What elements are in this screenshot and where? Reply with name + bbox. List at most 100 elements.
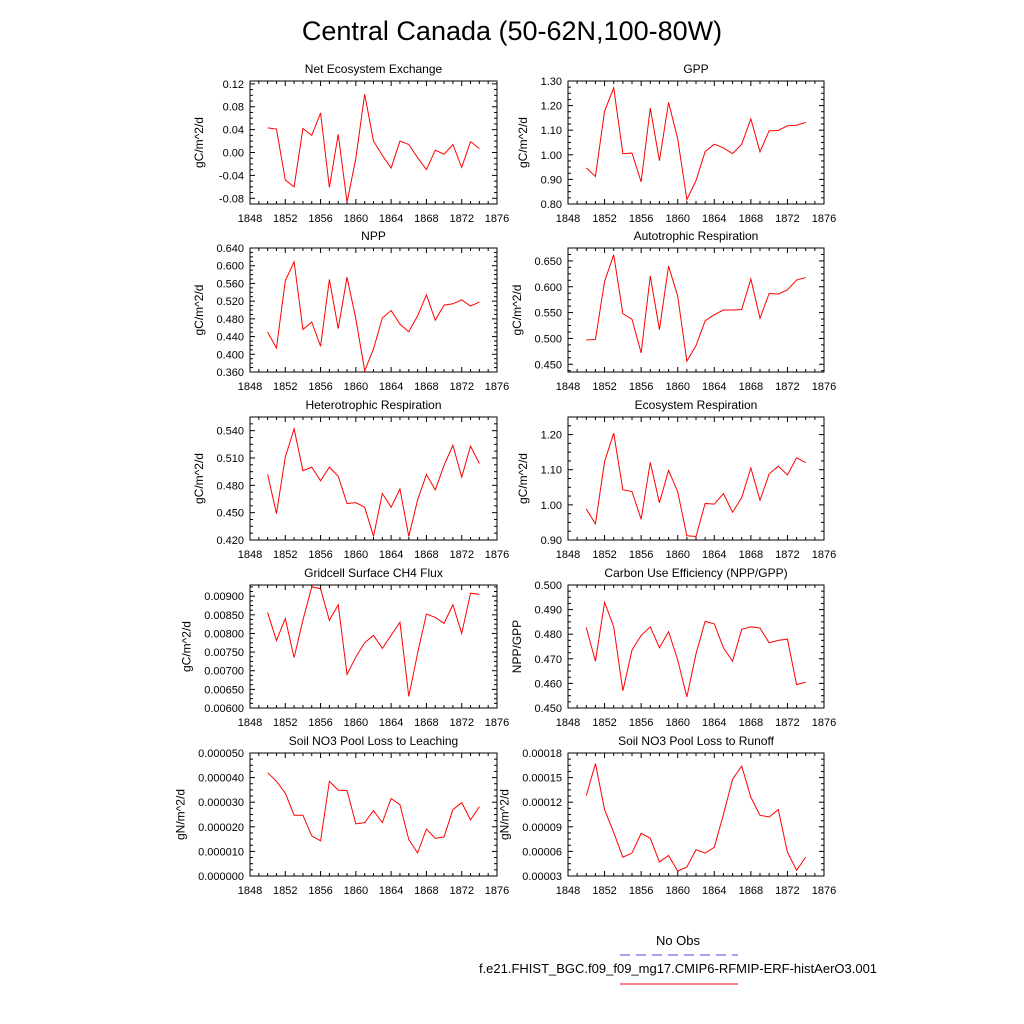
chart-npp-ytick-label: 0.360 [216, 367, 244, 379]
chart-soil-no3-pool-loss-to-runoff-ytick-label: 0.00015 [522, 773, 562, 785]
chart-net-ecosystem-exchange-ytick-label: 0.08 [223, 102, 244, 114]
chart-gridcell-surface-ch4-flux-series-line [267, 586, 480, 697]
chart-gpp-ytick-label: 1.00 [541, 150, 562, 162]
chart-soil-no3-pool-loss-to-leaching-xtick-label: 1864 [379, 885, 403, 897]
legend-label-model: f.e21.FHIST_BGC.f09_f09_mg17.CMIP6-RFMIP… [479, 961, 877, 976]
chart-ecosystem-respiration-series-line [585, 433, 806, 538]
chart-heterotrophic-respiration: Heterotrophic Respiration 1848 1852 1856 186… [192, 398, 509, 561]
chart-soil-no3-pool-loss-to-runoff-xtick-label: 1856 [629, 885, 653, 897]
chart-gpp-xtick-label: 1872 [775, 213, 799, 225]
chart-npp: NPP 1848 1852 1856 1860 1864 1868 1872 1876 0.360… [192, 229, 509, 393]
chart-net-ecosystem-exchange-title: Net Ecosystem Exchange [305, 62, 443, 76]
chart-gridcell-surface-ch4-flux-ytick-label: 0.00650 [204, 684, 244, 696]
chart-soil-no3-pool-loss-to-runoff-series-line [585, 763, 807, 872]
chart-npp-xtick-label: 1872 [449, 381, 473, 393]
chart-soil-no3-pool-loss-to-leaching-xtick-label: 1856 [308, 885, 332, 897]
chart-carbon-use-efficiency-npp-gpp-frame [567, 584, 825, 709]
chart-npp-ylabel: gC/m^2/d [192, 285, 206, 336]
chart-gridcell-surface-ch4-flux-xtick-label: 1872 [449, 717, 473, 729]
chart-soil-no3-pool-loss-to-runoff-ytick-label: 0.00018 [522, 748, 562, 760]
chart-npp-ytick-label: 0.440 [216, 332, 244, 344]
chart-heterotrophic-respiration-ytick-label: 0.420 [216, 535, 244, 547]
chart-soil-no3-pool-loss-to-runoff-ylabel: gN/m^2/d [498, 789, 512, 840]
chart-gpp-xtick-label: 1852 [592, 213, 616, 225]
chart-npp-xtick-label: 1876 [485, 381, 509, 393]
chart-carbon-use-efficiency-npp-gpp-ytick-label: 0.490 [534, 605, 562, 617]
chart-soil-no3-pool-loss-to-leaching-xtick-label: 1848 [238, 885, 262, 897]
chart-gridcell-surface-ch4-flux-xtick-label: 1868 [414, 717, 438, 729]
chart-carbon-use-efficiency-npp-gpp-ytick-label: 0.500 [534, 580, 562, 592]
chart-heterotrophic-respiration-xtick-label: 1876 [485, 549, 509, 561]
chart-soil-no3-pool-loss-to-runoff-xtick-label: 1868 [739, 885, 763, 897]
chart-gpp-title: GPP [683, 62, 708, 76]
chart-carbon-use-efficiency-npp-gpp-xtick-label: 1848 [556, 717, 580, 729]
chart-net-ecosystem-exchange-frame [249, 80, 498, 205]
chart-net-ecosystem-exchange-ytick-label: 0.00 [223, 148, 244, 160]
chart-gpp-series-line [585, 85, 806, 202]
chart-npp-title: NPP [361, 229, 386, 243]
legend-label-obs: No Obs [656, 933, 701, 948]
chart-npp-xtick-label: 1856 [308, 381, 332, 393]
chart-carbon-use-efficiency-npp-gpp-xtick-label: 1860 [665, 717, 689, 729]
chart-ecosystem-respiration-xtick-label: 1860 [665, 549, 689, 561]
chart-carbon-use-efficiency-npp-gpp-ytick-label: 0.480 [534, 629, 562, 641]
chart-gridcell-surface-ch4-flux-xtick-label: 1864 [379, 717, 403, 729]
chart-soil-no3-pool-loss-to-runoff-ytick-label: 0.00009 [522, 822, 562, 834]
chart-gridcell-surface-ch4-flux-ytick-label: 0.00850 [204, 610, 244, 622]
chart-carbon-use-efficiency-npp-gpp-ytick-label: 0.450 [534, 703, 562, 715]
chart-autotrophic-respiration-xtick-label: 1864 [702, 381, 726, 393]
chart-heterotrophic-respiration-ytick-label: 0.450 [216, 508, 244, 520]
chart-soil-no3-pool-loss-to-leaching-xtick-label: 1860 [344, 885, 368, 897]
chart-soil-no3-pool-loss-to-runoff-title: Soil NO3 Pool Loss to Runoff [618, 734, 775, 748]
chart-npp-xtick-label: 1848 [238, 381, 262, 393]
chart-net-ecosystem-exchange-xtick-label: 1860 [344, 213, 368, 225]
chart-carbon-use-efficiency-npp-gpp-title: Carbon Use Efficiency (NPP/GPP) [604, 566, 787, 580]
chart-heterotrophic-respiration-title: Heterotrophic Respiration [305, 398, 441, 412]
chart-carbon-use-efficiency-npp-gpp-series-line [585, 600, 806, 698]
chart-carbon-use-efficiency-npp-gpp-xtick-label: 1872 [775, 717, 799, 729]
chart-gridcell-surface-ch4-flux-xtick-label: 1856 [308, 717, 332, 729]
chart-net-ecosystem-exchange-ytick-label: 0.12 [223, 79, 244, 91]
chart-net-ecosystem-exchange-ylabel: gC/m^2/d [192, 117, 206, 168]
chart-soil-no3-pool-loss-to-leaching-series-line [267, 772, 480, 854]
legend: No Obs f.e21.FHIST_BGC.f09_f09_mg17.CMIP… [479, 933, 877, 985]
chart-ecosystem-respiration: Ecosystem Respiration 1848 1852 1856 1860 186… [516, 398, 836, 561]
chart-carbon-use-efficiency-npp-gpp-xtick-label: 1856 [629, 717, 653, 729]
chart-gridcell-surface-ch4-flux-xtick-label: 1848 [238, 717, 262, 729]
chart-gpp-xtick-label: 1856 [629, 213, 653, 225]
chart-autotrophic-respiration-ytick-label: 0.550 [534, 308, 562, 320]
chart-soil-no3-pool-loss-to-runoff-xtick-label: 1848 [556, 885, 580, 897]
chart-npp-ytick-label: 0.640 [216, 243, 244, 255]
chart-ecosystem-respiration-ytick-label: 1.20 [541, 430, 562, 442]
chart-gridcell-surface-ch4-flux-title: Gridcell Surface CH4 Flux [304, 566, 443, 580]
chart-autotrophic-respiration-xtick-label: 1852 [592, 381, 616, 393]
chart-carbon-use-efficiency-npp-gpp-ylabel: NPP/GPP [510, 620, 524, 673]
chart-autotrophic-respiration-xtick-label: 1876 [812, 381, 836, 393]
chart-soil-no3-pool-loss-to-runoff-ytick-label: 0.00006 [522, 846, 562, 858]
chart-carbon-use-efficiency-npp-gpp-ytick-label: 0.470 [534, 654, 562, 666]
chart-soil-no3-pool-loss-to-leaching-frame [249, 752, 498, 877]
chart-soil-no3-pool-loss-to-leaching-xtick-label: 1876 [485, 885, 509, 897]
chart-soil-no3-pool-loss-to-runoff-xtick-label: 1876 [812, 885, 836, 897]
chart-gridcell-surface-ch4-flux-ytick-label: 0.00600 [204, 703, 244, 715]
chart-autotrophic-respiration-series-line [586, 254, 806, 363]
chart-carbon-use-efficiency-npp-gpp-xtick-label: 1864 [702, 717, 726, 729]
chart-soil-no3-pool-loss-to-leaching: Soil NO3 Pool Loss to Leaching 1848 1852 18… [173, 734, 509, 897]
chart-autotrophic-respiration-xtick-label: 1872 [775, 381, 799, 393]
chart-gridcell-surface-ch4-flux-ytick-label: 0.00700 [204, 666, 244, 678]
chart-gridcell-surface-ch4-flux-frame [249, 584, 498, 709]
chart-net-ecosystem-exchange-ytick-label: -0.04 [219, 170, 244, 182]
chart-soil-no3-pool-loss-to-leaching-xtick-label: 1868 [414, 885, 438, 897]
chart-ecosystem-respiration-xtick-label: 1852 [592, 549, 616, 561]
chart-ecosystem-respiration-ytick-label: 0.90 [541, 535, 562, 547]
chart-heterotrophic-respiration-series-line [267, 426, 480, 537]
chart-heterotrophic-respiration-xtick-label: 1868 [414, 549, 438, 561]
chart-npp-ytick-label: 0.480 [216, 314, 244, 326]
chart-autotrophic-respiration-ytick-label: 0.450 [534, 359, 562, 371]
chart-ecosystem-respiration-xtick-label: 1876 [812, 549, 836, 561]
main-title: Central Canada (50-62N,100-80W) [302, 16, 722, 46]
chart-heterotrophic-respiration-xtick-label: 1864 [379, 549, 403, 561]
chart-heterotrophic-respiration-xtick-label: 1860 [344, 549, 368, 561]
chart-gpp-ytick-label: 0.80 [541, 199, 562, 211]
chart-autotrophic-respiration-ylabel: gC/m^2/d [510, 285, 524, 336]
